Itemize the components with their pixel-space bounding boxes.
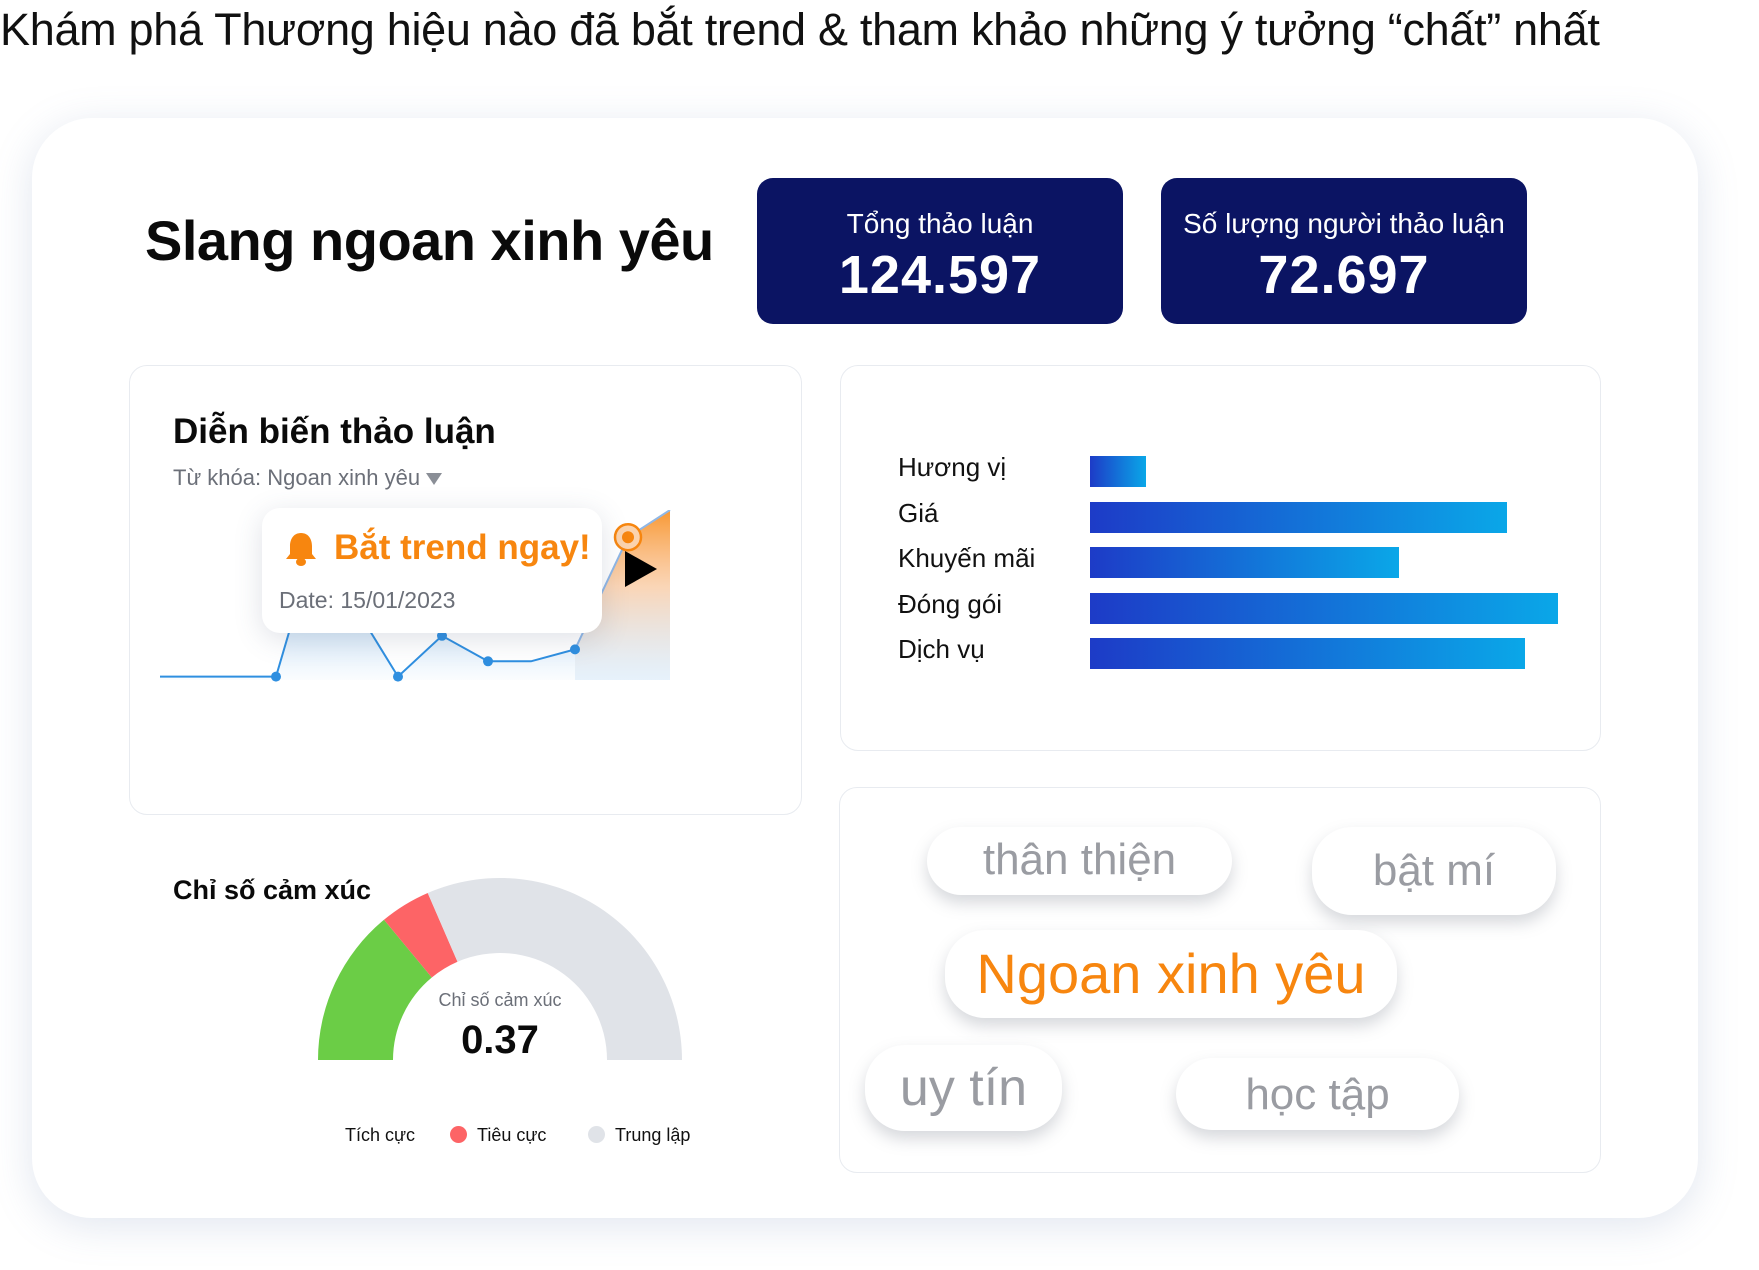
sentiment-title: Chỉ số cảm xúc <box>173 875 372 905</box>
caret-down-icon[interactable] <box>426 473 443 486</box>
topic-bar-chart: Hương vị Giá Khuyến mãi Đóng gói Dịch vụ <box>898 450 1578 678</box>
gauge-center-label: Chỉ số cảm xúc <box>438 990 562 1010</box>
tag-bat-mi[interactable]: bật mí <box>1312 827 1556 915</box>
bar <box>1090 456 1147 487</box>
bar <box>1090 547 1399 578</box>
page-headline: Khám phá Thương hiệu nào đã bắt trend & … <box>0 4 1600 55</box>
stat-label: Tổng thảo luận <box>846 208 1034 239</box>
stat-total-discussions: Tổng thảo luận 124.597 <box>757 178 1123 324</box>
bar <box>1090 501 1507 533</box>
bar-label: Khuyến mãi <box>898 543 1036 573</box>
bar-row: Khuyến mãi <box>898 541 1578 587</box>
slang-title: Slang ngoan xinh yêu <box>145 209 714 272</box>
line-point <box>570 644 580 655</box>
bell-icon <box>286 533 316 566</box>
tag-hoc-tap[interactable]: học tập <box>1176 1058 1459 1130</box>
bar <box>1090 592 1558 624</box>
trend-tooltip[interactable]: Bắt trend ngay! Date: 15/01/2023 <box>262 508 602 633</box>
sentiment-gauge <box>318 878 682 1060</box>
tag-uy-tin[interactable]: uy tín <box>865 1045 1062 1131</box>
line-point <box>271 671 281 682</box>
line-point <box>393 671 403 682</box>
bar-label: Dịch vụ <box>898 634 985 664</box>
line-point <box>437 630 447 641</box>
discussion-chart-title: Diễn biến thảo luận <box>173 412 496 451</box>
bar-label: Giá <box>898 497 939 528</box>
legend-negative: Tiêu cực <box>450 1125 546 1146</box>
legend-label: Trung lập <box>615 1125 691 1145</box>
bar-row: Dịch vụ <box>898 632 1578 678</box>
legend-dot <box>588 1126 605 1143</box>
stat-value: 124.597 <box>838 245 1042 305</box>
legend-positive: Tích cực <box>345 1125 415 1146</box>
stat-value: 72.697 <box>1258 245 1430 305</box>
bar-row: Hương vị <box>898 450 1578 496</box>
tooltip-title: Bắt trend ngay! <box>334 528 591 567</box>
tooltip-date: Date: 15/01/2023 <box>279 587 456 613</box>
legend-dot <box>450 1126 467 1143</box>
stat-total-people: Số lượng người thảo luận 72.697 <box>1161 178 1527 324</box>
legend-label: Tích cực <box>345 1125 416 1145</box>
legend-neutral: Trung lập <box>588 1125 690 1146</box>
gauge-slice <box>318 919 432 1060</box>
line-point <box>483 656 493 667</box>
keyword-filter-label: Từ khóa: Ngoan xinh yêu <box>173 465 421 490</box>
legend-label: Tiêu cực <box>477 1125 547 1145</box>
play-icon[interactable] <box>625 551 657 587</box>
bar-label: Hương vị <box>898 452 1007 482</box>
tag-ngoan-xinh-yeu[interactable]: Ngoan xinh yêu <box>945 930 1397 1018</box>
bar-row: Đóng gói <box>898 587 1578 633</box>
bar-row: Giá <box>898 496 1578 542</box>
gauge-slice <box>427 878 682 1060</box>
gauge-slice <box>383 892 458 978</box>
tag-than-thien[interactable]: thân thiện <box>927 827 1232 895</box>
keyword-filter[interactable]: Từ khóa: Ngoan xinh yêu <box>173 465 443 491</box>
bar-label: Đóng gói <box>898 588 1003 619</box>
stat-label: Số lượng người thảo luận <box>1183 208 1505 239</box>
trend-highlight-core <box>622 531 634 544</box>
gauge-center-value: 0.37 <box>461 1018 539 1062</box>
bar <box>1090 638 1526 669</box>
